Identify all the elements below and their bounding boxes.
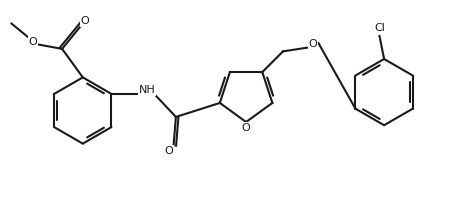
- Text: O: O: [308, 39, 317, 49]
- Text: O: O: [241, 123, 250, 132]
- Text: O: O: [80, 16, 90, 26]
- Text: Cl: Cl: [373, 23, 384, 33]
- Text: O: O: [164, 146, 173, 156]
- Text: NH: NH: [138, 85, 155, 95]
- Text: O: O: [28, 37, 38, 47]
